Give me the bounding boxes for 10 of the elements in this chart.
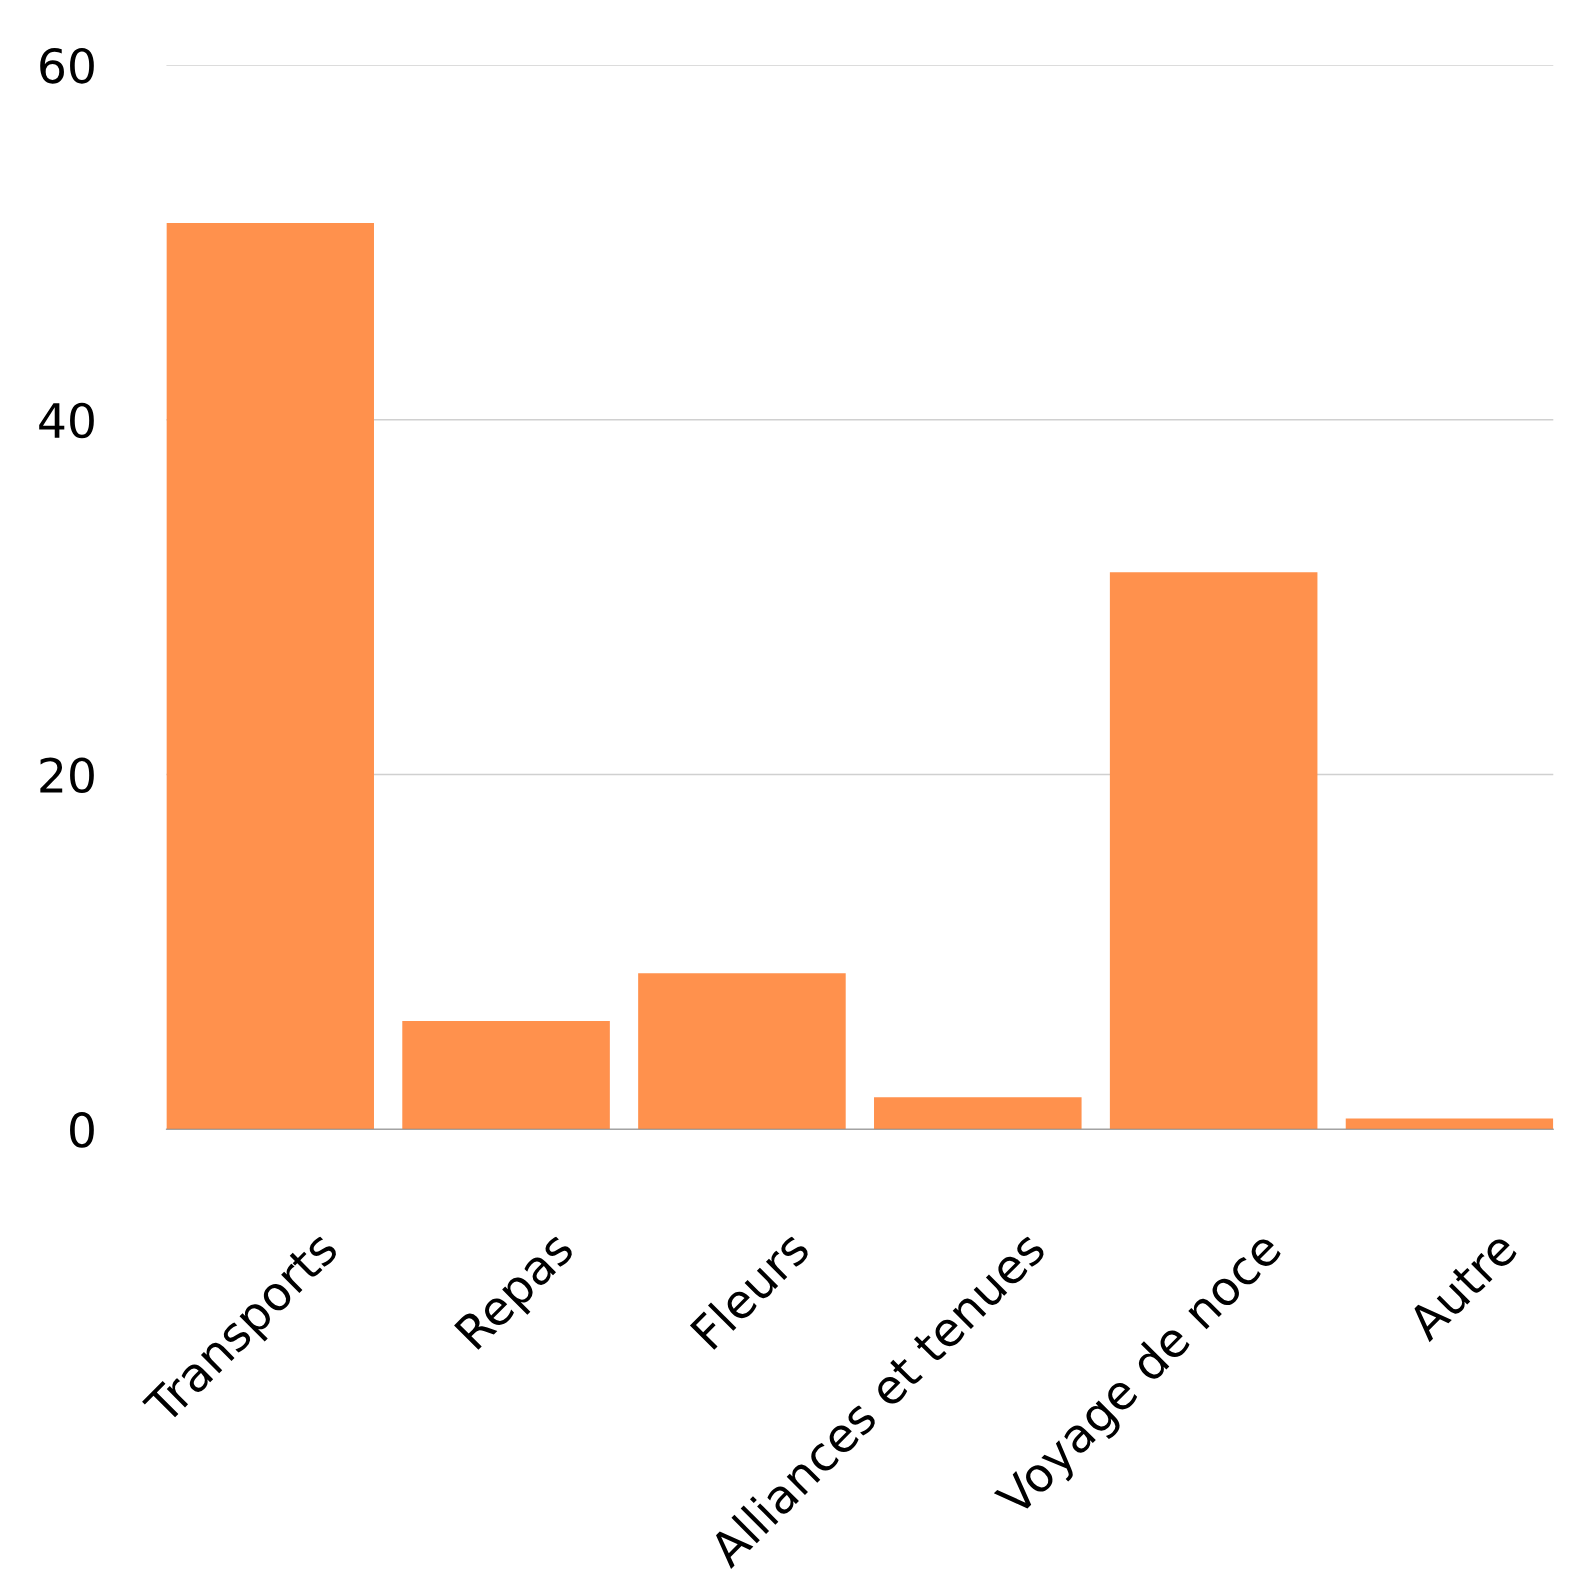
bar	[166, 222, 374, 1130]
bar	[1345, 1118, 1554, 1130]
bar	[1109, 572, 1318, 1130]
y-tick-label: 60	[40, 47, 94, 84]
bar	[638, 973, 846, 1130]
bar	[402, 1021, 610, 1130]
bar	[874, 1097, 1082, 1130]
y-tick-label: 40	[39, 402, 94, 439]
y-tick-label: 0	[70, 1112, 94, 1148]
y-tick-label: 20	[40, 757, 94, 794]
